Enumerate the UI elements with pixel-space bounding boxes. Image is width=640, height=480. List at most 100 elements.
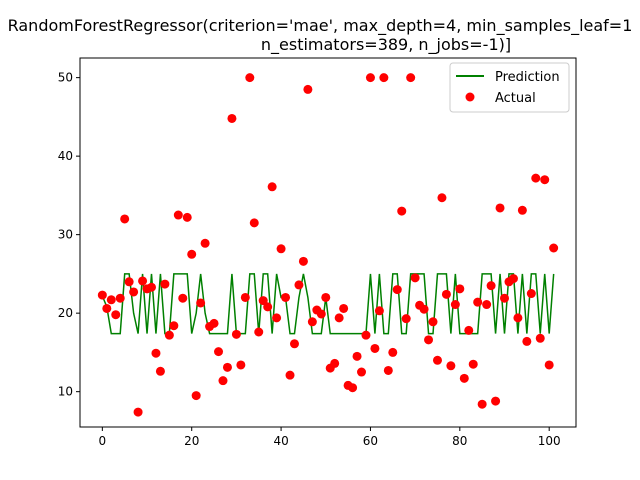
actual-point xyxy=(294,280,304,290)
actual-point xyxy=(365,73,375,83)
actual-point xyxy=(196,298,206,308)
actual-point xyxy=(164,330,174,340)
actual-point xyxy=(424,335,434,345)
y-tick-label: 40 xyxy=(58,149,73,163)
x-tick-label: 20 xyxy=(184,434,199,448)
actual-point xyxy=(249,218,259,228)
actual-point xyxy=(379,73,389,83)
actual-point xyxy=(500,293,509,303)
actual-point xyxy=(124,277,134,287)
actual-point xyxy=(129,287,139,297)
actual-point xyxy=(240,292,250,302)
actual-point xyxy=(491,396,501,406)
prediction-series xyxy=(101,273,555,335)
y-tick-label: 10 xyxy=(58,385,73,399)
actual-point xyxy=(245,73,255,83)
y-tick-label: 30 xyxy=(58,228,73,242)
actual-point xyxy=(428,317,438,327)
actual-point xyxy=(361,330,371,340)
actual-point xyxy=(513,313,523,323)
actual-point xyxy=(473,297,483,307)
actual-point xyxy=(187,249,197,259)
actual-point xyxy=(401,314,411,324)
actual-point xyxy=(370,343,380,353)
actual-point xyxy=(97,290,107,300)
actual-point xyxy=(419,304,429,314)
actual-point xyxy=(397,206,407,216)
actual-point xyxy=(455,284,465,294)
actual-point xyxy=(173,210,183,220)
actual-point xyxy=(276,244,286,254)
actual-point xyxy=(147,282,156,292)
actual-point xyxy=(450,300,460,310)
legend-actual-label: Actual xyxy=(495,91,536,106)
actual-point xyxy=(258,296,268,306)
actual-point xyxy=(339,303,349,313)
y-tick-label: 50 xyxy=(58,71,73,85)
chart-title-line-1: RandomForestRegressor(criterion='mae', m… xyxy=(8,16,633,36)
legend: Prediction Actual xyxy=(449,62,570,113)
actual-point xyxy=(321,292,331,302)
actual-point xyxy=(535,333,545,343)
actual-point xyxy=(111,310,121,320)
actual-point xyxy=(316,309,326,319)
actual-point xyxy=(459,373,469,383)
y-axis: 10 20 30 40 50 xyxy=(58,71,80,399)
actual-point xyxy=(517,205,527,215)
x-tick-label: 60 xyxy=(363,434,378,448)
actual-point xyxy=(468,359,478,369)
actual-point xyxy=(289,339,299,349)
plot-frame xyxy=(79,57,577,428)
legend-actual-marker xyxy=(465,92,475,102)
prediction-line xyxy=(101,273,555,335)
actual-point xyxy=(437,193,447,203)
actual-point xyxy=(348,383,358,393)
actual-point xyxy=(218,376,228,386)
chart-title-line-2: n_estimators=389, n_jobs=-1)] xyxy=(261,35,511,55)
x-axis: 0 20 40 60 80 100 xyxy=(99,427,561,448)
actual-point xyxy=(214,347,224,357)
actual-point xyxy=(352,351,362,361)
actual-point xyxy=(102,303,112,313)
actual-point xyxy=(151,348,161,358)
y-tick-label: 20 xyxy=(58,306,73,320)
actual-point xyxy=(392,285,402,295)
actual-point xyxy=(231,329,241,339)
actual-point xyxy=(406,73,416,83)
x-tick-label: 100 xyxy=(538,434,561,448)
x-tick-label: 80 xyxy=(452,434,467,448)
actual-point xyxy=(432,355,442,365)
actual-point xyxy=(544,360,554,370)
actual-point xyxy=(169,321,179,331)
actual-point xyxy=(464,325,474,335)
x-tick-label: 40 xyxy=(273,434,288,448)
actual-point xyxy=(227,113,237,123)
actual-point xyxy=(254,327,264,337)
actual-point xyxy=(549,243,559,253)
actual-point xyxy=(138,276,148,286)
x-tick-label: 0 xyxy=(99,434,107,448)
actual-point xyxy=(209,318,219,328)
actual-point xyxy=(540,175,550,185)
actual-point xyxy=(263,302,273,312)
actual-point xyxy=(334,313,344,323)
legend-prediction-label: Prediction xyxy=(495,70,560,85)
actual-point xyxy=(383,365,393,375)
actual-point xyxy=(106,295,116,305)
actual-point xyxy=(357,367,367,377)
actual-point xyxy=(182,212,192,222)
actual-point xyxy=(285,370,295,380)
actual-point xyxy=(236,360,246,370)
actual-point xyxy=(120,214,130,224)
actual-point xyxy=(160,279,170,289)
actual-point xyxy=(303,84,313,94)
actual-point xyxy=(508,274,518,284)
actual-point xyxy=(298,256,308,266)
actual-point xyxy=(330,358,340,368)
actual-point xyxy=(410,273,420,283)
actual-point xyxy=(267,182,277,192)
actual-point xyxy=(200,238,210,248)
actual-point xyxy=(446,361,456,371)
actual-point xyxy=(482,300,492,310)
actual-point xyxy=(272,313,282,323)
